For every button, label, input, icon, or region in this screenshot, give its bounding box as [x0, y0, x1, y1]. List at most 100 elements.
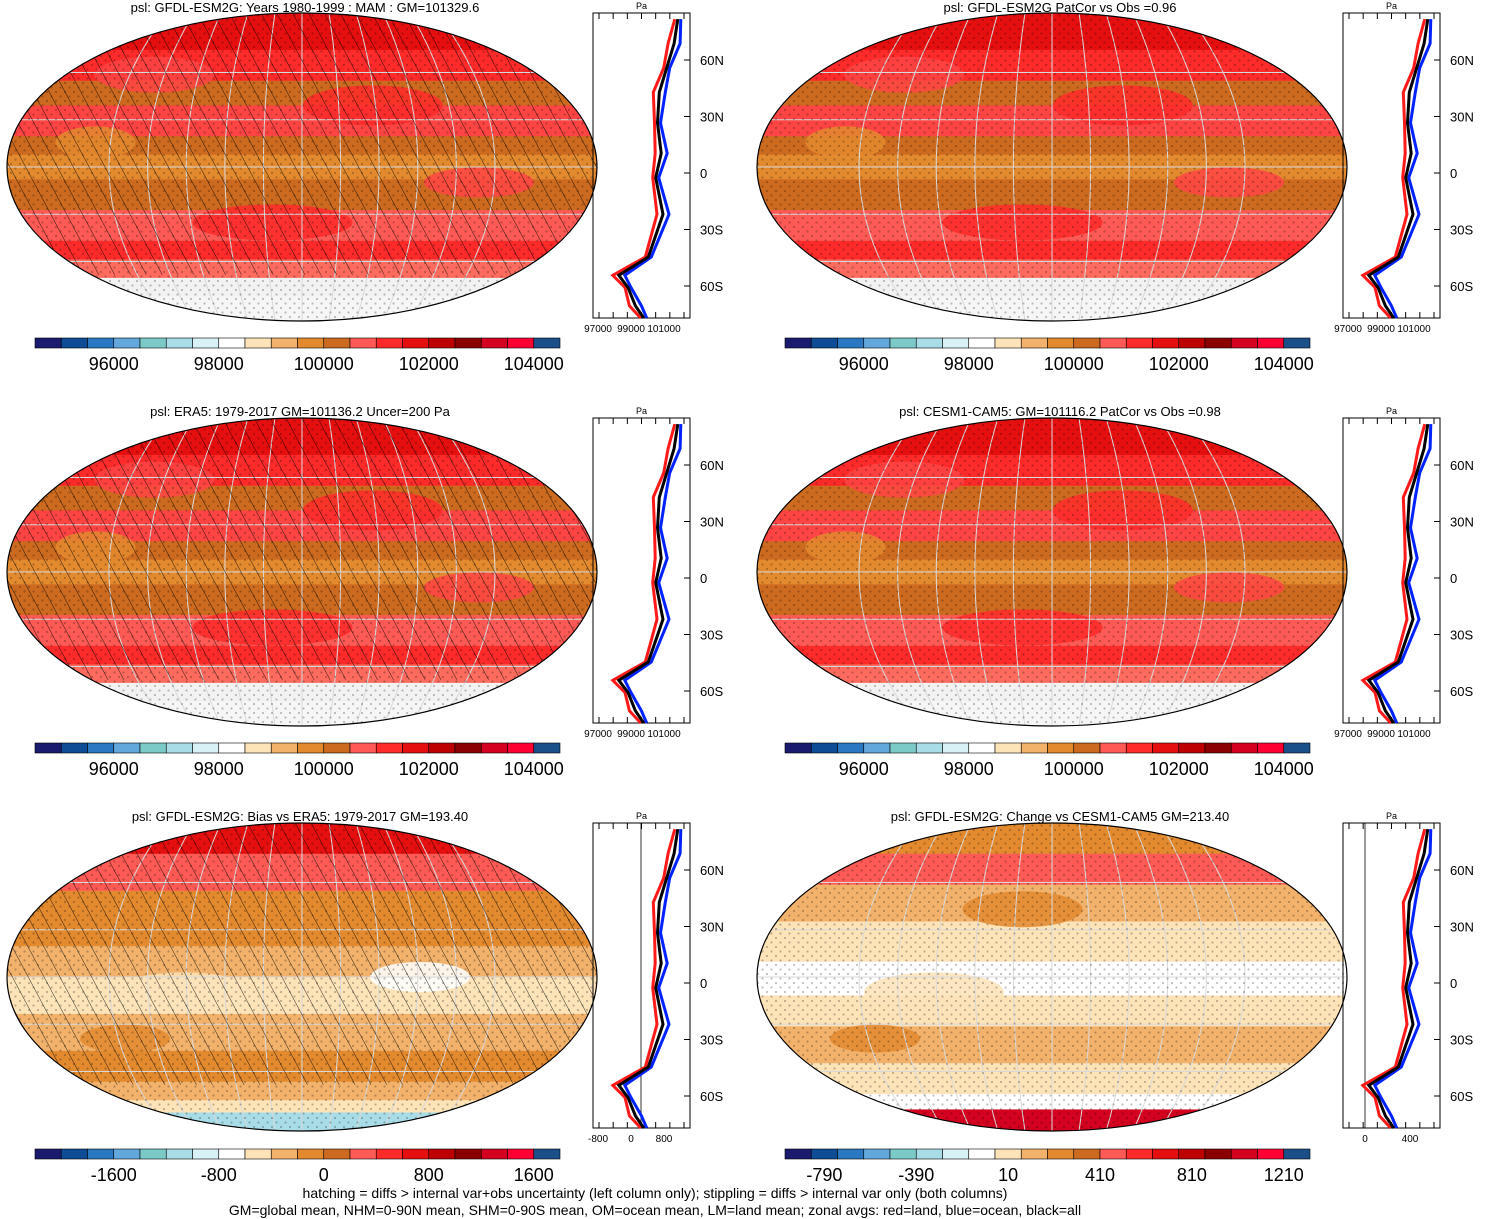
colorbar-swatch: [1257, 337, 1285, 349]
colorbar-swatch: [994, 1148, 1022, 1160]
colorbar-swatch: [1178, 742, 1206, 754]
profile-unit-label: Pa: [636, 811, 647, 821]
profile-series-line: [1372, 19, 1433, 319]
profile-series-line: [1360, 828, 1427, 1130]
zonal-profile-model-patcor: Pa 60N 30N 0 30S 60S 97000 99000 101000: [1334, 1, 1474, 335]
profile-lat-label: 60S: [700, 279, 723, 294]
profile-x-tick-label: 97000: [584, 324, 612, 335]
colorbar-tick-label: 102000: [1149, 354, 1209, 374]
profile-lat-label: 60S: [1450, 684, 1473, 699]
colorbar-tick-label: 98000: [194, 759, 244, 779]
colorbar-tick-label: -790: [806, 1165, 842, 1185]
colorbar-swatch: [1020, 742, 1048, 754]
colorbar-tick-label: 102000: [399, 354, 459, 374]
colorbar-swatch: [270, 742, 298, 754]
colorbar-swatch: [402, 742, 430, 754]
zonal-profile-model: Pa 60N 30N 0 30S 60S 97000 99000 101000: [584, 1, 724, 335]
colorbar-swatch: [533, 742, 561, 754]
map-bias: [6, 822, 598, 1132]
profile-frame: [1342, 12, 1441, 319]
colorbar-swatch: [863, 1148, 891, 1160]
colorbar-swatch: [480, 337, 508, 349]
profile-x-tick-label: 101000: [647, 324, 681, 335]
colorbar-swatch: [784, 1148, 812, 1160]
colorbar-swatch: [454, 1148, 482, 1160]
colorbar-swatch: [480, 742, 508, 754]
colorbar-swatch: [1204, 742, 1232, 754]
profile-frame: [592, 12, 691, 319]
colorbar-tick-label: 1210: [1264, 1165, 1304, 1185]
profile-lat-label: 60N: [700, 53, 724, 68]
profile-frame: [1342, 417, 1441, 724]
colorbar-swatch: [1230, 742, 1258, 754]
colorbar-swatch: [1152, 337, 1180, 349]
colorbar-swatch: [942, 337, 970, 349]
footer-line-2: GM=global mean, NHM=0-90N mean, SHM=0-90…: [228, 1202, 1082, 1218]
colorbar-swatch: [837, 1148, 865, 1160]
profile-x-tick-label: 101000: [1397, 729, 1431, 740]
colorbar-tick-label: 800: [414, 1165, 444, 1185]
profile-series-line: [610, 828, 677, 1130]
colorbar-swatch: [87, 337, 115, 349]
map-outline: [6, 822, 598, 1132]
profile-lat-label: 30S: [700, 628, 723, 643]
colorbar-tick-label: 104000: [504, 354, 564, 374]
map-outline: [756, 417, 1348, 727]
colorbar-swatch: [1178, 1148, 1206, 1160]
colorbar-tick-label: 810: [1177, 1165, 1207, 1185]
colorbar-swatch: [507, 337, 535, 349]
zonal-profile-obs: Pa 60N 30N 0 30S 60S 97000 99000 101000: [584, 406, 724, 740]
colorbar-model: 96000 98000 100000 102000 104000: [34, 337, 564, 374]
colorbar-swatch: [375, 337, 403, 349]
panel-title: psl: GFDL-ESM2G: Change vs CESM1-CAM5 GM…: [890, 809, 1230, 824]
profile-series-line: [1366, 423, 1430, 724]
colorbar-tick-label: 0: [319, 1165, 329, 1185]
footer-line-1: hatching = diffs > internal var+obs unce…: [302, 1185, 1008, 1201]
map-outline: [756, 12, 1348, 322]
profile-lat-label: 30S: [1450, 223, 1473, 238]
profile-lat-label: 0: [1450, 976, 1457, 991]
profile-x-tick-label: -800: [588, 1134, 608, 1145]
profile-frame: [592, 822, 691, 1129]
colorbar-swatch: [1073, 742, 1101, 754]
map-outline: [6, 12, 598, 322]
colorbar-swatch: [270, 1148, 298, 1160]
colorbar-swatch: [375, 742, 403, 754]
colorbar-swatch: [1099, 742, 1127, 754]
colorbar-ref: 96000 98000 100000 102000 104000: [784, 742, 1314, 779]
colorbar-tick-label: 96000: [89, 759, 139, 779]
colorbar-swatch: [1257, 742, 1285, 754]
profile-x-tick-label: 101000: [647, 729, 681, 740]
colorbar-swatch: [889, 337, 917, 349]
colorbar-tick-label: 102000: [399, 759, 459, 779]
colorbar-swatch: [139, 742, 167, 754]
colorbar-tick-label: -390: [898, 1165, 934, 1185]
colorbar-tick-label: 98000: [194, 354, 244, 374]
colorbar-swatch: [270, 337, 298, 349]
colorbar-swatch: [349, 337, 377, 349]
profile-lat-label: 30S: [700, 223, 723, 238]
colorbar-swatch: [428, 337, 456, 349]
colorbar-tick-label: -1600: [91, 1165, 137, 1185]
profile-unit-label: Pa: [1386, 406, 1397, 416]
colorbar-swatch: [863, 742, 891, 754]
colorbar-swatch: [218, 337, 246, 349]
colorbar-swatch: [428, 742, 456, 754]
profile-lat-label: 60S: [1450, 279, 1473, 294]
colorbar-swatch: [837, 337, 865, 349]
colorbar-swatch: [34, 1148, 62, 1160]
colorbar-swatch: [1099, 1148, 1127, 1160]
profile-series-line: [616, 828, 680, 1129]
colorbar-swatch: [1047, 742, 1075, 754]
colorbar-swatch: [297, 1148, 325, 1160]
profile-lat-label: 60S: [700, 684, 723, 699]
colorbar-swatch: [810, 1148, 838, 1160]
colorbar-swatch: [113, 742, 141, 754]
profile-lat-label: 0: [700, 166, 707, 181]
profile-x-tick-label: 99000: [1367, 324, 1395, 335]
stippling-overlay: [757, 823, 1347, 1131]
profile-lat-label: 30N: [1450, 920, 1474, 935]
profile-lat-label: 60N: [700, 458, 724, 473]
colorbar-swatch: [1178, 337, 1206, 349]
colorbar-swatch: [784, 742, 812, 754]
